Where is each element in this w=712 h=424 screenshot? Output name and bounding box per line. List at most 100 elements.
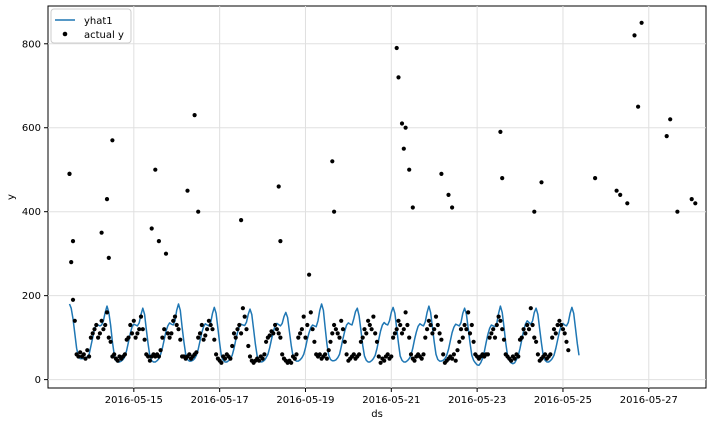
actual-y-point (324, 356, 329, 361)
actual-y-point (219, 360, 224, 365)
actual-y-point (146, 354, 151, 359)
actual-y-point (81, 352, 86, 357)
actual-y-point (396, 318, 401, 323)
actual-y-point (278, 239, 283, 244)
actual-y-point (528, 306, 533, 311)
actual-y-point (264, 339, 269, 344)
actual-y-point (539, 180, 544, 185)
actual-y-point (446, 192, 451, 197)
actual-y-point (262, 352, 267, 357)
actual-y-point (562, 331, 567, 336)
actual-y-point (67, 171, 72, 176)
actual-y-point (126, 335, 131, 340)
actual-y-point (369, 327, 374, 332)
actual-y-point (340, 327, 346, 332)
actual-y-point (140, 327, 145, 332)
actual-y-point (312, 339, 317, 344)
actual-y-point (131, 318, 136, 323)
actual-y-point (382, 358, 387, 363)
actual-y-point (90, 331, 95, 336)
x-tick-label: 2016-05-25 (534, 395, 592, 406)
actual-y-point (128, 322, 133, 328)
actual-y-point (357, 352, 362, 357)
actual-y-point (419, 356, 424, 361)
actual-y-point (412, 358, 417, 363)
actual-y-point (192, 113, 197, 118)
actual-y-point (394, 327, 399, 332)
actual-y-point (328, 339, 333, 344)
actual-y-point (303, 335, 308, 340)
actual-y-point (137, 327, 142, 332)
actual-y-point (112, 352, 117, 357)
actual-y-point (543, 352, 548, 357)
actual-y-point (664, 134, 669, 139)
actual-y-point (487, 335, 492, 340)
actual-y-point (167, 335, 172, 340)
actual-y-point (453, 358, 458, 363)
actual-y-point (199, 322, 204, 328)
actual-y-point (516, 354, 521, 359)
actual-y-point (197, 331, 203, 336)
actual-y-point (498, 318, 503, 323)
actual-y-point (292, 356, 297, 361)
actual-y-point (457, 339, 462, 344)
actual-y-point (242, 314, 247, 319)
y-tick-label: 0 (35, 375, 41, 386)
actual-y-point (187, 352, 192, 357)
actual-y-point (110, 138, 115, 143)
actual-y-point (675, 209, 680, 214)
actual-y-point (525, 322, 530, 328)
actual-y-point (371, 314, 376, 319)
actual-y-point (471, 339, 476, 344)
actual-y-point (362, 327, 367, 332)
actual-y-point (212, 337, 217, 342)
actual-y-point (174, 322, 179, 328)
actual-y-point (206, 318, 211, 323)
actual-y-point (450, 205, 455, 210)
actual-y-point (425, 327, 430, 332)
actual-y-point (403, 310, 408, 315)
actual-y-point (553, 331, 558, 336)
actual-y-point (214, 352, 219, 357)
actual-y-point (106, 255, 111, 260)
actual-y-point (339, 318, 344, 323)
actual-y-point (614, 188, 619, 193)
actual-y-point (407, 335, 412, 340)
actual-y-point (439, 337, 444, 342)
actual-y-point (548, 352, 553, 357)
actual-y-point (317, 352, 322, 357)
actual-y-point (534, 339, 539, 344)
actual-y-point (158, 348, 163, 353)
axis-ticks: 2016-05-15 2016-05-17 2016-05-19 2016-05-21… (22, 39, 678, 406)
actual-y-point (230, 343, 235, 349)
actual-y-point (501, 337, 507, 342)
actual-y-point (625, 201, 630, 206)
actual-y-point (260, 356, 265, 361)
actual-y-point (99, 318, 104, 323)
actual-y-point (494, 322, 499, 328)
actual-y-point (566, 348, 571, 353)
actual-y-point (83, 356, 88, 361)
actual-y-point (550, 335, 555, 340)
actual-y-point (496, 314, 501, 319)
actual-y-point (618, 192, 623, 197)
actual-y-point (163, 251, 169, 256)
actual-y-point (235, 327, 240, 332)
y-tick-label: 200 (22, 291, 41, 302)
actual-y-point (160, 335, 165, 340)
actual-y-point (96, 335, 101, 340)
actual-y-point (593, 176, 598, 181)
actual-y-point (374, 339, 380, 344)
y-axis-label: y (6, 194, 17, 200)
actual-y-point (523, 331, 528, 336)
actual-y-point (278, 335, 283, 340)
x-axis-label: ds (371, 409, 383, 420)
actual-y-point (244, 327, 249, 332)
actual-y-point (364, 331, 369, 336)
actual-y-point (462, 322, 467, 328)
actual-y-point (500, 327, 505, 332)
actual-y-point (296, 335, 301, 340)
actual-y-point (97, 331, 102, 336)
